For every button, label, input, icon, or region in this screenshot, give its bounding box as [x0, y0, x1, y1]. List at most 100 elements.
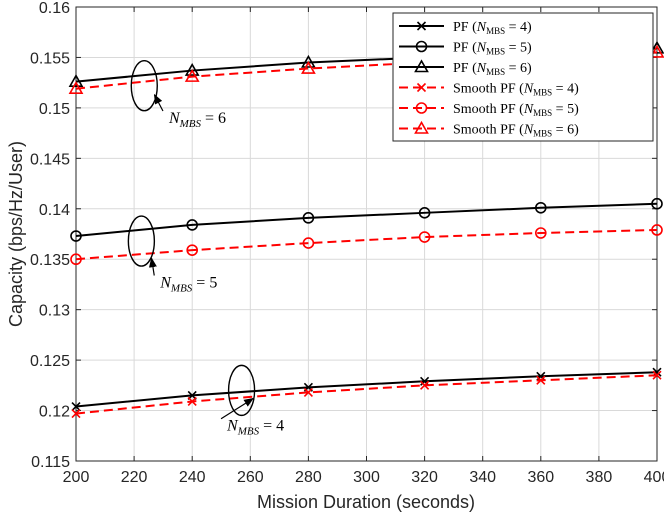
legend-label: PF (NMBS = 6) — [453, 61, 532, 77]
annotation-n-mbs-6: NMBS = 6 — [130, 59, 226, 130]
legend-label-prefix: PF ( — [453, 61, 477, 76]
circle-marker — [418, 231, 431, 243]
y-tick-label: 0.135 — [30, 252, 70, 269]
x-tick-label: 260 — [237, 469, 264, 486]
triangle-marker — [301, 60, 316, 74]
x-marker-stroke — [416, 82, 427, 93]
x-tick-label: 360 — [527, 469, 554, 486]
legend-label: Smooth PF (NMBS = 4) — [453, 82, 579, 98]
y-tick-label: 0.16 — [39, 0, 70, 17]
circle-marker — [186, 219, 198, 231]
annotation-n-mbs-4: NMBS = 4 — [220, 364, 284, 438]
legend-label-var: N — [476, 20, 487, 35]
legend-label-var: N — [476, 41, 487, 56]
legend-label-var: N — [523, 82, 534, 97]
annotation-label: NMBS = 6 — [168, 110, 226, 130]
circle-marker — [302, 212, 315, 224]
circle-marker — [415, 40, 428, 53]
triangle-marker — [184, 62, 200, 76]
legend-label: Smooth PF (NMBS = 6) — [453, 123, 579, 139]
annotation-arrow — [148, 257, 157, 276]
x-tick-label: 380 — [586, 469, 613, 486]
legend-entry: Smooth PF (NMBS = 5) — [399, 102, 579, 118]
x-marker-stroke — [420, 376, 430, 386]
series-smooth-pf-n-mbs-5 — [70, 224, 663, 266]
legend-label-suffix: = 5) — [505, 41, 532, 56]
annotation-subscript: MBS — [179, 118, 202, 130]
circle-marker — [534, 201, 547, 214]
annotation-label: NMBS = 5 — [159, 274, 217, 294]
x-marker-stroke — [416, 21, 427, 31]
triangle-marker — [414, 120, 429, 134]
x-marker-stroke — [71, 409, 81, 419]
triangle-marker — [68, 74, 84, 87]
legend-label-prefix: PF ( — [453, 41, 477, 56]
circle-marker — [651, 224, 663, 236]
x-tick-label: 320 — [411, 469, 438, 486]
legend-label-var: N — [523, 123, 534, 138]
x-tick-labels: 200 220 240 260 280 300 320 340 360 380 400 — [63, 469, 664, 486]
x-marker — [187, 396, 197, 407]
circle-marker — [651, 197, 663, 210]
y-tick-label: 0.15 — [39, 101, 70, 118]
x-marker-stroke — [652, 370, 662, 380]
y-tick-label: 0.13 — [39, 303, 70, 320]
circle-marker — [415, 102, 428, 114]
annotation-value: = 4 — [259, 418, 284, 435]
x-marker — [416, 82, 427, 93]
circle-marker — [534, 227, 547, 239]
legend-label: PF (NMBS = 4) — [453, 20, 532, 36]
legend-label-subscript: MBS — [533, 129, 552, 139]
legend-label-var: N — [476, 61, 487, 76]
annotation-var: N — [168, 110, 181, 127]
x-marker-stroke — [536, 375, 546, 385]
legend: PF (NMBS = 4)PF (NMBS = 5)PF (NMBS = 6)S… — [392, 12, 654, 142]
annotation-label: NMBS = 4 — [226, 418, 284, 438]
legend-label: Smooth PF (NMBS = 5) — [453, 102, 579, 118]
series-line — [75, 202, 658, 238]
legend-label-prefix: Smooth PF ( — [453, 82, 524, 97]
legend-label-suffix: = 4) — [552, 82, 579, 97]
legend-label-subscript: MBS — [486, 67, 505, 77]
legend-entry: PF (NMBS = 4) — [399, 20, 532, 36]
legend-label-subscript: MBS — [486, 47, 505, 57]
x-marker — [416, 21, 427, 31]
x-marker — [71, 409, 81, 419]
legend-label-subscript: MBS — [533, 88, 552, 98]
x-marker-stroke — [536, 371, 546, 381]
annotation-arrow — [153, 93, 164, 112]
legend-entry: PF (NMBS = 5) — [399, 41, 532, 57]
x-marker-stroke — [303, 387, 313, 397]
annotation-var: N — [226, 418, 239, 435]
x-tick-label: 280 — [295, 469, 322, 486]
legend-label-prefix: PF ( — [453, 20, 477, 35]
x-marker-stroke — [420, 380, 430, 390]
legend-label-subscript: MBS — [533, 108, 552, 118]
circle-marker — [70, 230, 82, 242]
y-tick-label: 0.145 — [30, 151, 70, 168]
series-line — [75, 228, 658, 261]
annotation-ellipse — [127, 215, 156, 267]
legend-entry: PF (NMBS = 6) — [399, 59, 532, 77]
y-tick-label: 0.155 — [30, 50, 70, 67]
legend-label-suffix: = 4) — [505, 20, 532, 35]
x-marker-stroke — [71, 401, 81, 412]
x-marker — [536, 371, 546, 381]
legend-label-subscript: MBS — [486, 26, 505, 36]
x-tick-label: 240 — [179, 469, 206, 486]
annotation-value: = 6 — [201, 110, 226, 127]
triangle-marker — [68, 81, 84, 95]
x-tick-label: 300 — [353, 469, 380, 486]
series-pf-n-mbs-5 — [70, 197, 663, 242]
annotation-subscript: MBS — [170, 282, 193, 294]
legend-label-suffix: = 6) — [505, 61, 532, 76]
circle-marker — [302, 237, 315, 249]
y-tick-label: 0.14 — [39, 202, 70, 219]
annotation-n-mbs-5: NMBS = 5 — [127, 215, 217, 294]
y-tick-label: 0.115 — [31, 454, 70, 471]
annotation-ellipse — [227, 364, 256, 417]
y-axis-title: Capacity (bps/Hz/User) — [6, 141, 26, 327]
circle-marker — [186, 244, 198, 256]
